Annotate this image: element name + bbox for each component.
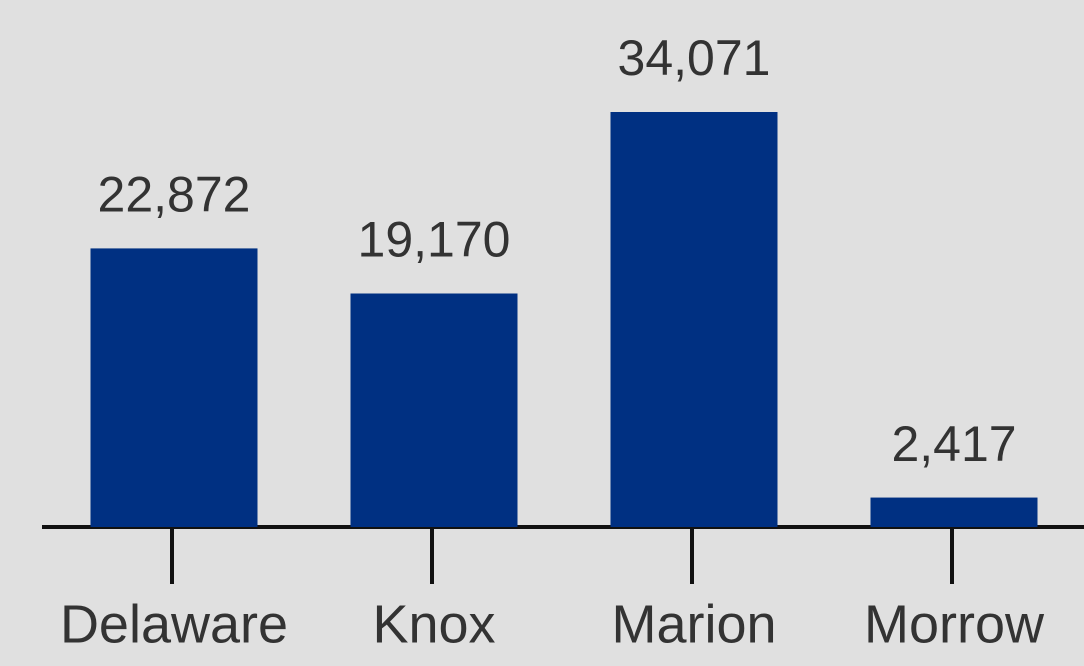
- x-tick-label: Knox: [372, 594, 495, 654]
- bar: [870, 497, 1038, 527]
- x-tick-label: Morrow: [864, 594, 1045, 654]
- x-tick-label: Delaware: [60, 594, 288, 654]
- value-label: 34,071: [618, 30, 771, 86]
- bar: [610, 112, 778, 527]
- value-label: 19,170: [358, 212, 511, 268]
- value-label: 2,417: [891, 416, 1016, 472]
- bar: [350, 293, 518, 527]
- x-tick-label: Marion: [611, 594, 776, 654]
- bar: [90, 248, 258, 528]
- value-label: 22,872: [98, 167, 251, 223]
